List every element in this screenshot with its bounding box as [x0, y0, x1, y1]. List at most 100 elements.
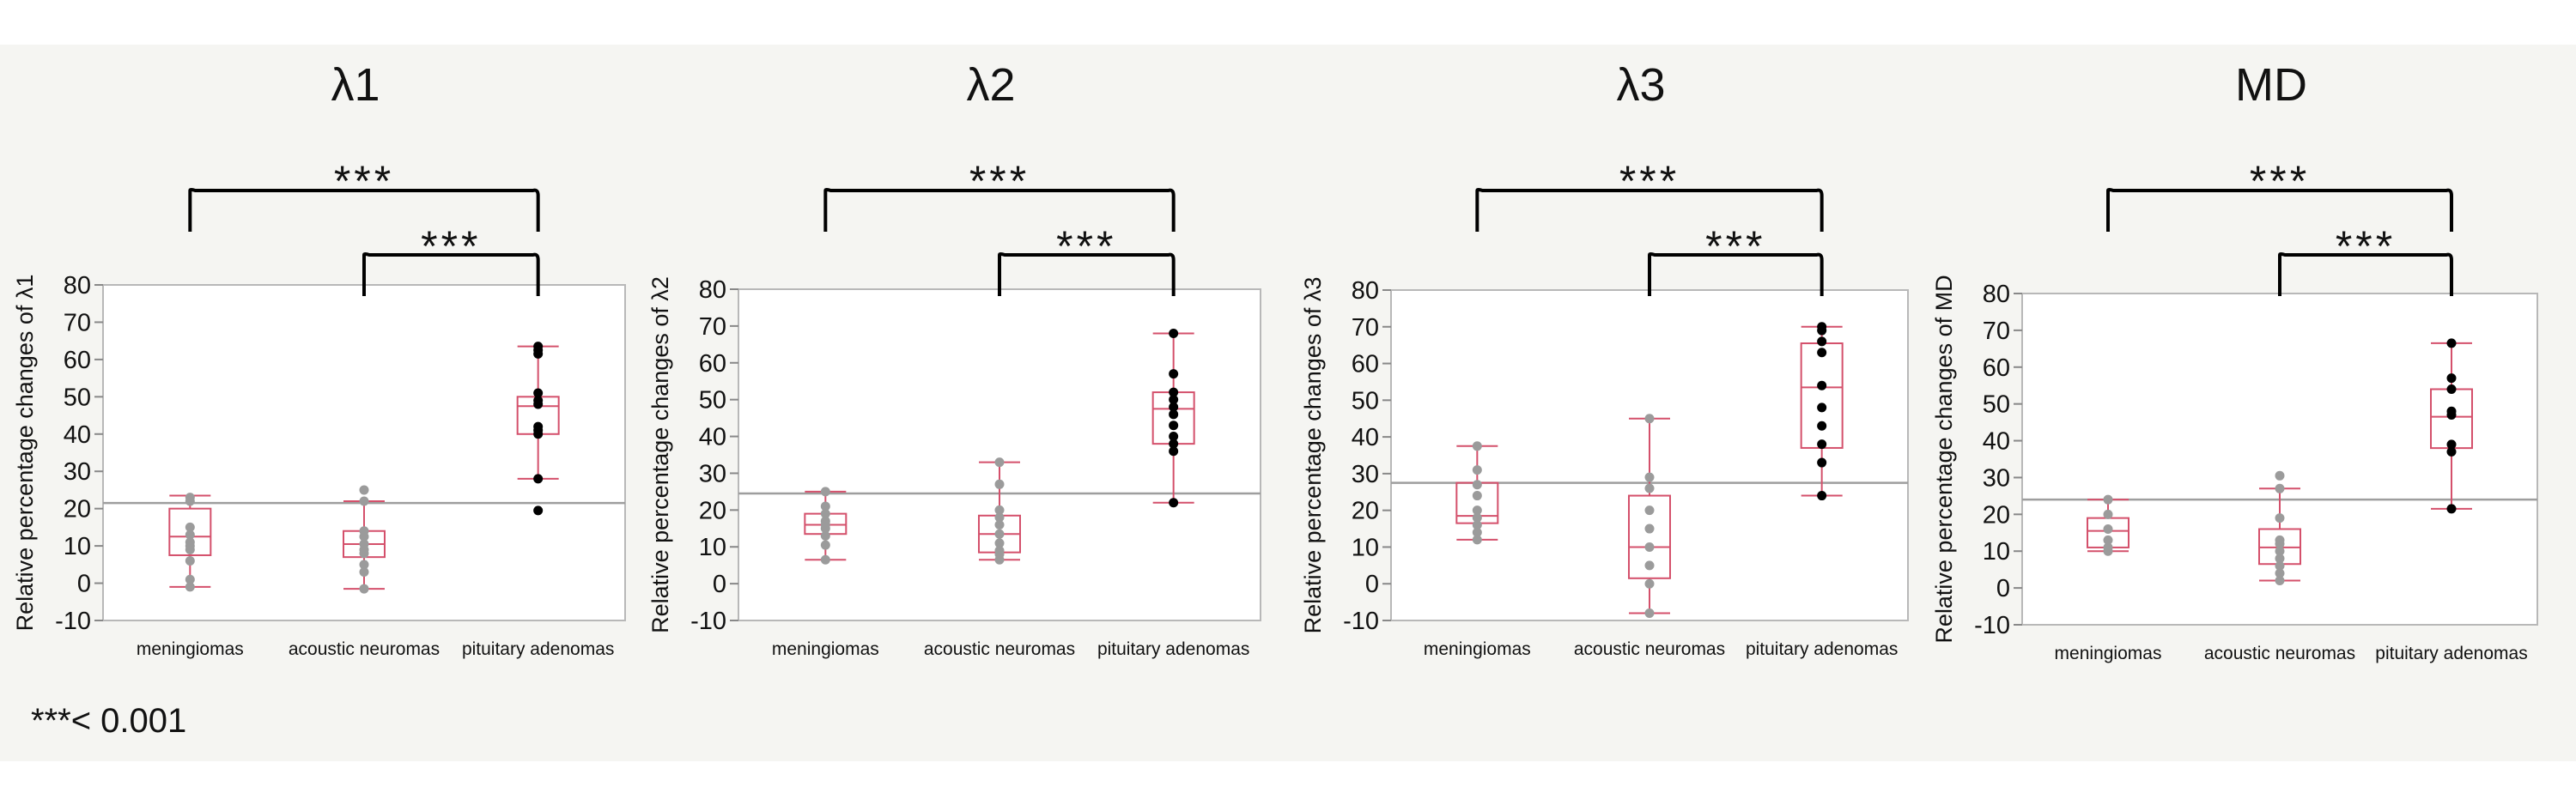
data-point	[1169, 402, 1179, 412]
data-point	[820, 487, 830, 497]
significance-label: ***	[421, 222, 481, 270]
data-point	[994, 505, 1005, 515]
y-tick-label: 50	[1352, 387, 1379, 415]
significance-bracket	[2278, 252, 2453, 296]
y-tick-label: 40	[1352, 424, 1379, 451]
chart-title: λ1	[331, 59, 380, 111]
y-tick-label: 0	[1996, 575, 2010, 602]
data-point	[2275, 539, 2285, 549]
data-point	[1169, 446, 1179, 457]
y-tick-label: 40	[699, 424, 726, 451]
significance-bracket	[2106, 188, 2453, 232]
significance-label: ***	[969, 157, 1030, 205]
y-tick-label: 40	[64, 421, 91, 449]
y-tick-label: 50	[699, 387, 726, 415]
data-point	[1644, 524, 1655, 534]
data-point	[1644, 505, 1655, 516]
data-point	[2275, 568, 2285, 578]
y-tick-label: 50	[64, 384, 91, 411]
data-point	[1644, 414, 1655, 424]
plot-area	[738, 288, 1261, 621]
data-point	[1472, 527, 1482, 537]
data-point	[1644, 472, 1655, 482]
significance-bracket	[362, 252, 540, 296]
data-point	[1817, 421, 1827, 431]
data-point	[994, 457, 1005, 468]
data-point	[1644, 483, 1655, 493]
y-tick-label: -10	[55, 608, 91, 635]
x-category-label: meningiomas	[2055, 644, 2162, 663]
x-category-label: pituitary adenomas	[1097, 639, 1249, 659]
data-point	[185, 544, 195, 554]
chart-title: MD	[2235, 59, 2307, 111]
y-tick-label: -10	[1343, 608, 1379, 635]
data-point	[1169, 439, 1179, 449]
significance-bracket	[188, 188, 540, 232]
data-point	[359, 496, 369, 506]
x-category-label: meningiomas	[137, 639, 244, 659]
y-tick-label: 20	[1983, 501, 2010, 529]
data-point	[2103, 494, 2113, 505]
data-point	[2446, 373, 2457, 384]
y-tick-label: 10	[699, 534, 726, 561]
x-category-label: meningiomas	[1424, 639, 1531, 659]
y-tick-label: 80	[699, 276, 726, 304]
data-point	[820, 554, 830, 565]
y-tick-label: 20	[699, 497, 726, 524]
data-point	[2446, 338, 2457, 348]
x-category-label: acoustic neuromas	[924, 639, 1075, 659]
data-point	[1169, 432, 1179, 442]
y-tick-label: 30	[1983, 464, 2010, 492]
y-tick-label: 30	[1352, 461, 1379, 488]
y-tick-label: 40	[1983, 428, 2010, 456]
data-point	[1817, 325, 1827, 336]
x-category-label: pituitary adenomas	[2375, 644, 2527, 663]
y-tick-label: 10	[64, 533, 91, 560]
data-point	[2275, 470, 2285, 481]
data-point	[820, 509, 830, 519]
data-point	[994, 538, 1005, 548]
x-category-label: acoustic neuromas	[289, 639, 440, 659]
data-point	[820, 524, 830, 534]
data-point	[2446, 384, 2457, 395]
data-point	[2103, 524, 2113, 534]
data-point	[1817, 457, 1827, 468]
y-tick-label: 80	[64, 272, 91, 300]
data-point	[1817, 348, 1827, 358]
x-category-label: pituitary adenomas	[462, 639, 614, 659]
data-point	[1169, 421, 1179, 431]
chart-panel-4: -10 0 10 20 30 40 50 60 70 80 Relative percentage …	[1931, 59, 2538, 663]
data-point	[1472, 505, 1482, 516]
data-point	[1169, 498, 1179, 508]
y-tick-label: 30	[64, 458, 91, 486]
data-point	[1472, 520, 1482, 530]
data-point	[1472, 465, 1482, 475]
chart-panel-2: -10 0 10 20 30 40 50 60 70 80 Relative percentage …	[647, 59, 1261, 659]
y-tick-label: 20	[1352, 498, 1379, 525]
data-point	[2275, 560, 2285, 571]
data-point	[2103, 546, 2113, 556]
data-point	[359, 567, 369, 578]
data-point	[185, 522, 195, 532]
data-point	[994, 479, 1005, 489]
data-point	[1817, 491, 1827, 501]
significance-bracket	[823, 188, 1176, 232]
chart-panel-3: -10 0 10 20 30 40 50 60 70 80 Relative percentage …	[1300, 59, 1909, 659]
significance-bracket	[998, 252, 1176, 296]
data-point	[2275, 513, 2285, 524]
data-point	[994, 512, 1005, 523]
data-point	[359, 485, 369, 495]
data-point	[994, 529, 1005, 539]
significance-label: ***	[2336, 222, 2396, 270]
x-category-label: acoustic neuromas	[2204, 644, 2355, 663]
chart-panel-1: -10 0 10 20 30 40 50 60 70 80 Relative percentage …	[12, 59, 626, 659]
significance-bracket	[1475, 188, 1824, 232]
data-point	[359, 584, 369, 594]
data-point	[533, 429, 544, 439]
data-point	[185, 530, 195, 540]
data-point	[359, 560, 369, 570]
data-point	[2446, 410, 2457, 421]
x-category-label: acoustic neuromas	[1574, 639, 1725, 659]
data-point	[1817, 380, 1827, 390]
